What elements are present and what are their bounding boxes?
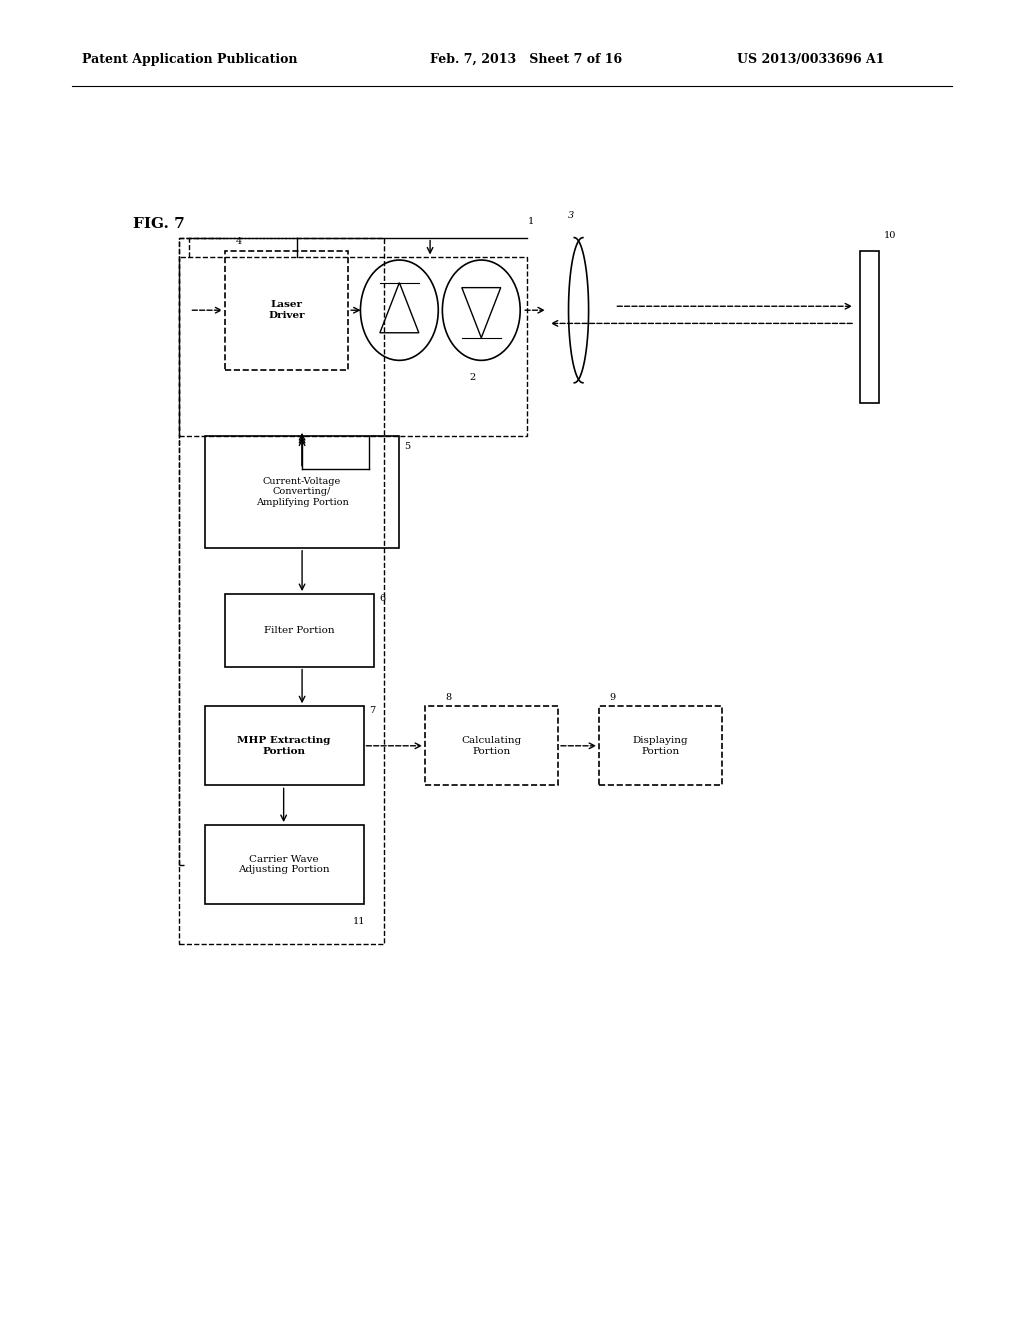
Text: Calculating
Portion: Calculating Portion <box>462 737 521 755</box>
Text: 3: 3 <box>568 211 574 220</box>
FancyBboxPatch shape <box>205 706 364 785</box>
FancyBboxPatch shape <box>425 706 558 785</box>
Text: Current-Voltage
Converting/
Amplifying Portion: Current-Voltage Converting/ Amplifying P… <box>256 477 348 507</box>
Text: Patent Application Publication: Patent Application Publication <box>82 53 297 66</box>
Text: US 2013/0033696 A1: US 2013/0033696 A1 <box>737 53 885 66</box>
FancyBboxPatch shape <box>225 251 348 370</box>
Text: MHP Extracting
Portion: MHP Extracting Portion <box>238 737 331 755</box>
FancyBboxPatch shape <box>599 706 722 785</box>
Text: 5: 5 <box>404 442 411 451</box>
Text: FIG. 7: FIG. 7 <box>133 218 185 231</box>
Text: 2: 2 <box>470 374 476 383</box>
FancyBboxPatch shape <box>225 594 374 667</box>
Text: 9: 9 <box>609 693 615 702</box>
FancyBboxPatch shape <box>205 436 399 548</box>
FancyBboxPatch shape <box>205 825 364 904</box>
Bar <box>179 257 527 436</box>
Text: Filter Portion: Filter Portion <box>264 626 335 635</box>
Bar <box>860 251 879 403</box>
Text: Laser
Driver: Laser Driver <box>268 301 305 319</box>
Bar <box>179 238 384 944</box>
Text: 7: 7 <box>369 706 375 715</box>
Text: 11: 11 <box>353 917 366 927</box>
Text: 10: 10 <box>884 231 896 240</box>
Text: Displaying
Portion: Displaying Portion <box>633 737 688 755</box>
Text: 1: 1 <box>527 218 534 227</box>
Text: 6: 6 <box>379 594 385 603</box>
Text: Feb. 7, 2013   Sheet 7 of 16: Feb. 7, 2013 Sheet 7 of 16 <box>430 53 623 66</box>
Text: Carrier Wave
Adjusting Portion: Carrier Wave Adjusting Portion <box>239 855 330 874</box>
Text: 8: 8 <box>445 693 452 702</box>
Text: 4: 4 <box>236 238 242 247</box>
